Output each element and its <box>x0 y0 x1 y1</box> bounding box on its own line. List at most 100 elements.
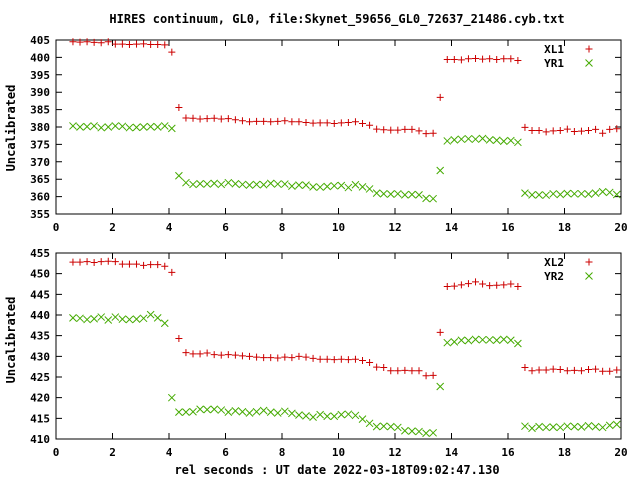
top-point-xl1 <box>196 115 204 123</box>
top-y-tick-label: 360 <box>30 191 50 204</box>
bottom-point-yr2 <box>224 408 233 416</box>
bottom-point-yr2 <box>125 315 134 324</box>
bottom-point-xl2 <box>90 259 98 267</box>
top-point-xl1 <box>380 126 388 134</box>
bottom-point-yr2 <box>612 420 621 429</box>
bottom-point-yr2 <box>584 421 593 430</box>
bottom-x-tick-label: 20 <box>614 446 627 459</box>
bottom-panel-y-axis-label: Uncalibrated <box>4 297 18 384</box>
top-point-yr1 <box>492 136 501 145</box>
bottom-point-xl2 <box>592 365 600 373</box>
top-point-xl1 <box>592 125 600 133</box>
bottom-point-yr2 <box>372 422 381 431</box>
top-panel: Uncalibrated 355 360 365 370 375 380 385 390 395… <box>4 34 628 234</box>
bottom-point-xl2 <box>330 356 338 364</box>
bottom-point-xl2 <box>380 363 388 371</box>
top-point-yr1 <box>591 189 600 197</box>
bottom-point-yr2 <box>231 407 240 415</box>
top-point-yr1 <box>252 180 261 189</box>
top-point-xl1 <box>613 125 621 133</box>
top-point-xl1 <box>493 55 501 63</box>
top-point-yr1 <box>408 190 416 199</box>
bottom-point-xl2 <box>585 366 593 374</box>
top-point-yr1 <box>323 182 332 191</box>
top-point-yr1 <box>584 190 593 199</box>
bottom-point-yr2 <box>549 423 558 431</box>
top-point-yr1 <box>182 178 190 187</box>
top-point-xl1 <box>281 117 289 125</box>
bottom-x-tick-label: 0 <box>53 446 60 459</box>
bottom-point-xl2 <box>288 354 296 362</box>
bottom-x-tick-label: 4 <box>166 446 173 459</box>
bottom-point-xl2 <box>408 367 416 375</box>
top-point-yr1 <box>528 191 536 199</box>
legend-marker-xl2 <box>585 258 593 266</box>
top-x-tick-label: 4 <box>166 221 173 234</box>
bottom-point-xl2 <box>217 351 225 359</box>
bottom-point-yr2 <box>358 415 367 424</box>
top-y-tick-label: 395 <box>30 69 50 82</box>
bottom-point-yr2 <box>401 426 409 435</box>
bottom-point-yr2 <box>316 410 324 419</box>
bottom-point-yr2 <box>330 412 339 421</box>
top-point-xl1 <box>69 38 77 46</box>
top-point-yr1 <box>549 189 558 198</box>
top-point-xl1 <box>500 55 508 63</box>
top-point-xl1 <box>90 38 98 46</box>
bottom-point-xl2 <box>302 353 310 361</box>
top-point-yr1 <box>132 123 141 132</box>
top-point-yr1 <box>167 124 176 133</box>
bottom-point-xl2 <box>104 257 112 265</box>
top-point-xl1 <box>274 117 282 125</box>
top-point-yr1 <box>160 122 169 130</box>
top-point-yr1 <box>514 138 522 147</box>
bottom-point-yr2 <box>478 335 487 344</box>
bottom-point-xl2 <box>443 282 451 290</box>
bottom-point-xl2 <box>309 354 317 362</box>
top-point-yr1 <box>259 180 268 189</box>
top-point-xl1 <box>147 41 155 49</box>
top-x-tick-label: 2 <box>109 221 116 234</box>
bottom-point-xl2 <box>563 367 571 375</box>
top-point-yr1 <box>217 180 226 189</box>
bottom-point-xl2 <box>118 260 126 268</box>
top-point-yr1 <box>280 180 289 188</box>
top-point-yr1 <box>139 123 148 131</box>
bottom-point-xl2 <box>556 366 564 374</box>
top-point-xl1 <box>366 121 374 129</box>
top-x-tick-label: 8 <box>279 221 286 234</box>
bottom-point-xl2 <box>182 349 190 357</box>
bottom-point-yr2 <box>457 336 466 345</box>
top-point-xl1 <box>210 114 218 122</box>
top-point-xl1 <box>253 117 261 125</box>
top-point-yr1 <box>365 185 374 193</box>
top-point-xl1 <box>351 118 359 126</box>
bottom-point-yr2 <box>365 419 374 428</box>
top-point-yr1 <box>83 122 91 131</box>
top-point-yr1 <box>97 123 106 132</box>
bottom-point-yr2 <box>443 338 452 347</box>
top-point-xl1 <box>563 125 571 133</box>
top-point-xl1 <box>542 128 550 136</box>
bottom-point-yr2 <box>422 429 430 438</box>
bottom-point-xl2 <box>295 352 303 360</box>
top-point-xl1 <box>97 39 105 47</box>
top-point-xl1 <box>443 55 451 63</box>
bottom-point-yr2 <box>210 405 219 414</box>
top-point-xl1 <box>450 55 458 63</box>
top-point-yr1 <box>415 191 423 199</box>
bottom-point-xl2 <box>203 349 211 357</box>
top-point-xl1 <box>422 130 430 138</box>
bottom-point-xl2 <box>69 258 77 266</box>
top-point-xl1 <box>168 48 176 56</box>
bottom-point-xl2 <box>415 367 423 375</box>
bottom-x-tick-label: 18 <box>558 446 571 459</box>
bottom-point-xl2 <box>210 351 218 359</box>
legend-label-yr2: YR2 <box>544 270 564 283</box>
top-series-xl1 <box>69 38 621 138</box>
top-point-xl1 <box>104 38 112 46</box>
top-point-yr1 <box>563 189 572 198</box>
top-point-xl1 <box>140 40 148 48</box>
top-point-xl1 <box>288 118 296 126</box>
top-point-yr1 <box>535 191 543 199</box>
